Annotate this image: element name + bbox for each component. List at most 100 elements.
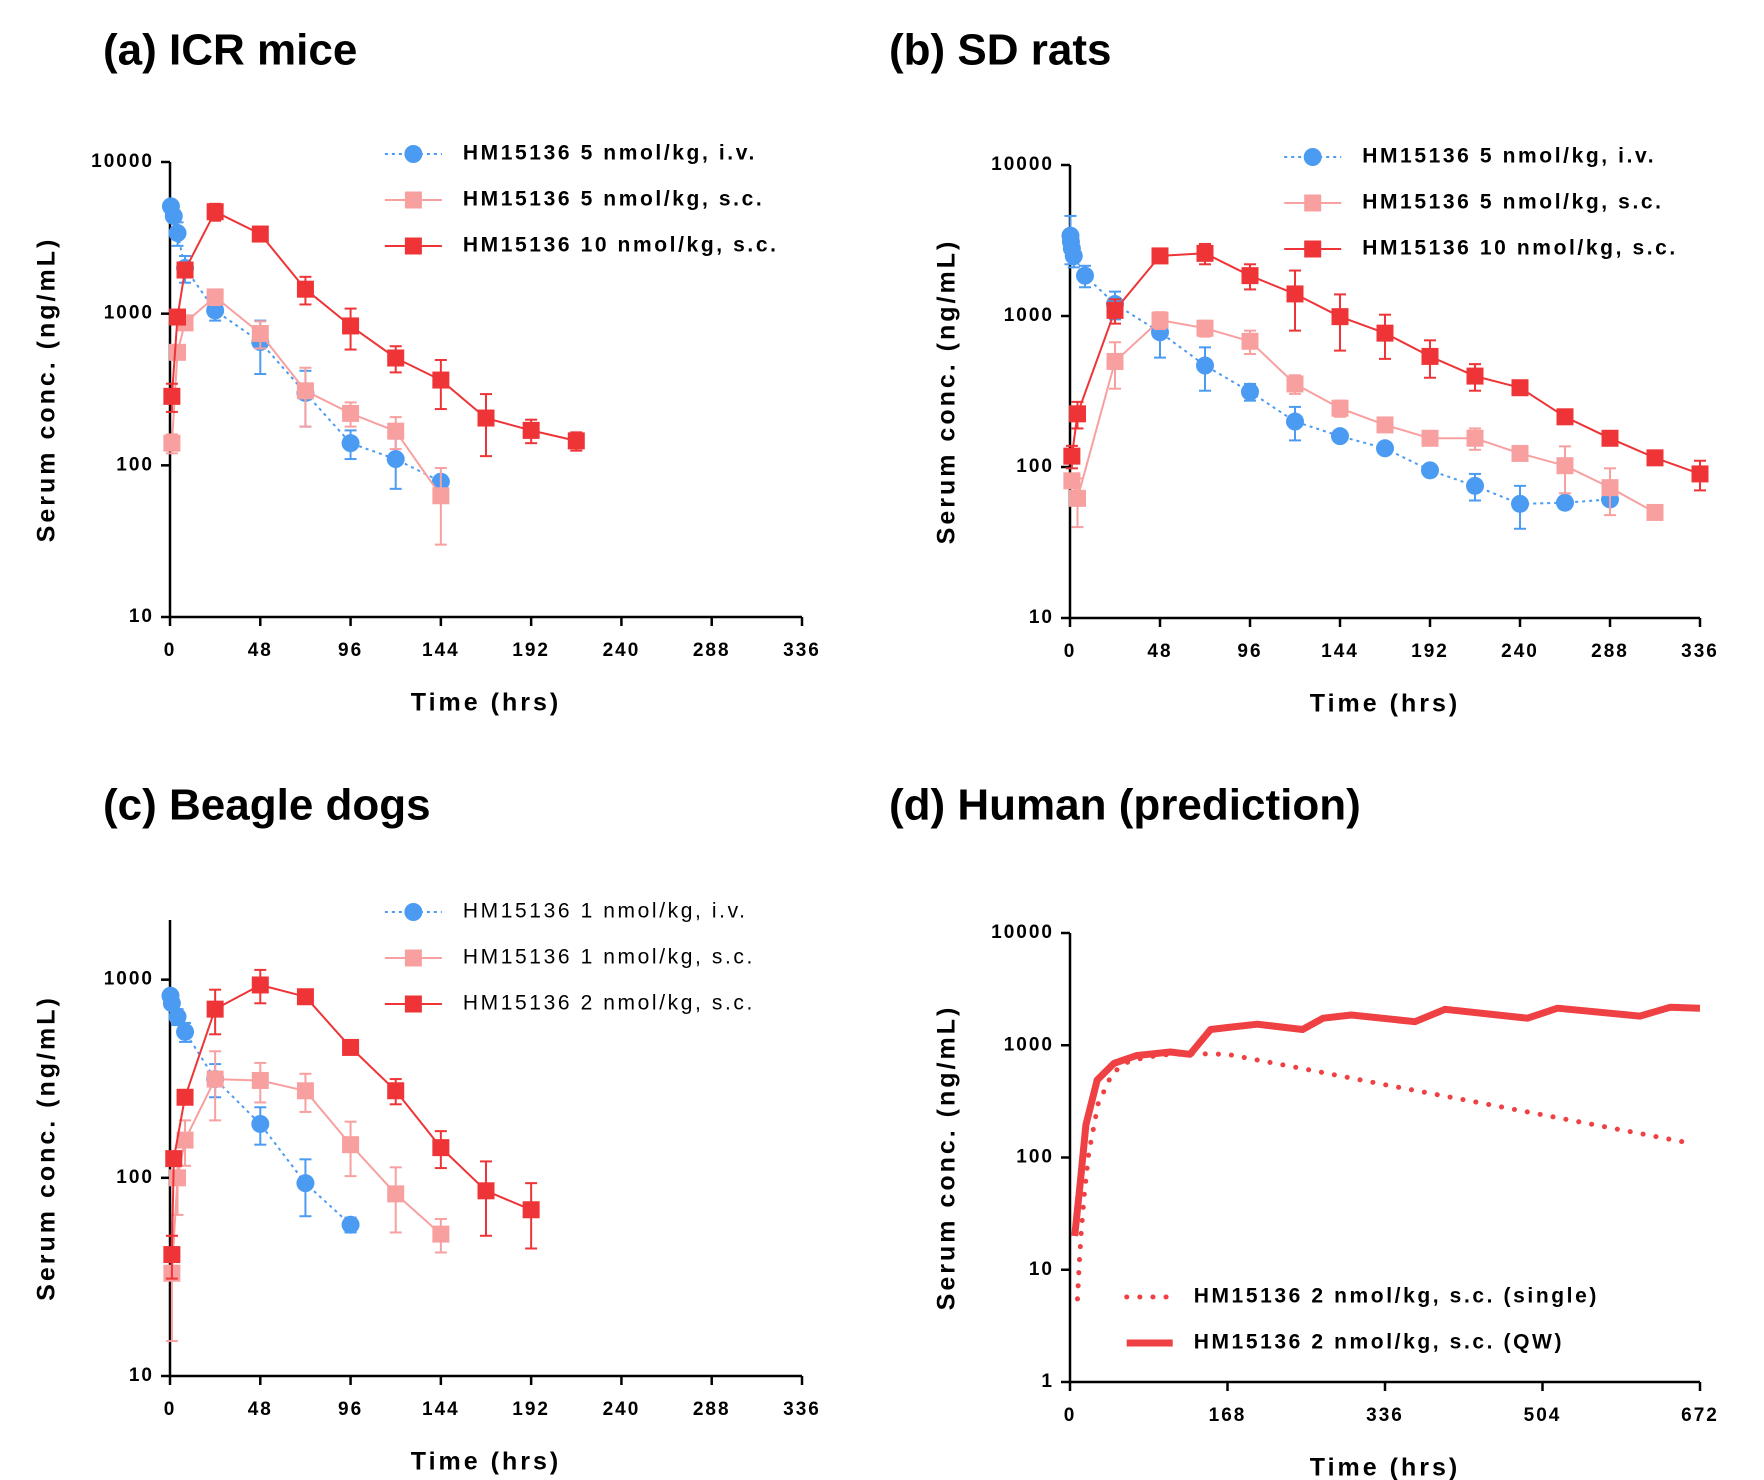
legend-label: HM15136 10 nmol/kg, s.c. <box>1362 237 1678 260</box>
marker <box>432 1225 450 1243</box>
marker <box>432 1139 450 1157</box>
marker <box>296 382 314 400</box>
y-tick-label: 1000 <box>104 969 154 990</box>
marker <box>386 450 405 469</box>
panel-title: (c) Beagle dogs <box>103 781 431 830</box>
marker <box>1646 449 1664 467</box>
x-tick-label: 192 <box>512 1399 550 1420</box>
marker <box>1421 429 1439 447</box>
marker <box>1646 503 1664 521</box>
y-tick-label: 10 <box>129 1365 154 1386</box>
x-tick-label: 168 <box>1209 1405 1247 1426</box>
legend-marker <box>1303 148 1322 166</box>
marker <box>1196 319 1214 337</box>
legend-marker <box>404 237 422 255</box>
marker <box>1196 244 1214 262</box>
marker <box>1069 405 1086 423</box>
marker <box>1331 399 1349 417</box>
x-tick-label: 240 <box>603 640 641 661</box>
marker <box>1063 447 1081 465</box>
legend-label: HM15136 2 nmol/kg, s.c. (QW) <box>1194 1331 1564 1354</box>
marker <box>1511 494 1529 513</box>
x-tick-label: 144 <box>1321 641 1359 662</box>
y-tick-label: 1 <box>1041 1371 1054 1392</box>
x-tick-label: 144 <box>422 1399 460 1420</box>
panel-title: (d) Human (prediction) <box>889 781 1361 830</box>
marker <box>1511 379 1529 397</box>
marker <box>296 988 314 1006</box>
marker <box>165 1150 183 1168</box>
series-line <box>1071 1003 1701 1237</box>
series-line <box>1069 235 1611 505</box>
marker <box>1151 247 1169 265</box>
marker <box>1151 311 1169 329</box>
marker <box>1466 367 1484 385</box>
panel: (d) Human (prediction) Serum conc. (ng/mL… <box>889 781 1717 1480</box>
marker <box>1691 465 1709 483</box>
y-tick-label: 10 <box>1029 1259 1054 1280</box>
y-tick-label: 10 <box>1029 607 1054 628</box>
x-tick-label: 96 <box>338 1399 363 1420</box>
legend-label: HM15136 5 nmol/kg, s.c. <box>1362 191 1663 214</box>
x-tick-label: 96 <box>338 640 363 661</box>
panel-title: (b) SD rats <box>889 26 1111 75</box>
marker <box>1601 429 1619 447</box>
marker <box>169 308 187 326</box>
marker <box>1556 457 1574 475</box>
marker <box>1376 439 1394 458</box>
x-tick-label: 48 <box>248 1399 273 1420</box>
marker <box>163 1246 181 1264</box>
marker <box>1106 301 1124 319</box>
legend-marker <box>1304 194 1322 212</box>
x-axis-label: Time (hrs) <box>1310 690 1460 718</box>
marker <box>176 1022 195 1041</box>
marker <box>251 324 269 342</box>
marker <box>1331 427 1349 446</box>
x-axis-label: Time (hrs) <box>411 689 561 717</box>
x-axis-label: Time (hrs) <box>411 1448 561 1476</box>
marker <box>1421 347 1439 365</box>
x-tick-label: 336 <box>1681 641 1719 662</box>
x-tick-label: 336 <box>783 640 821 661</box>
series-line <box>169 206 442 483</box>
marker <box>206 1000 224 1018</box>
marker <box>1241 332 1259 350</box>
y-tick-label: 100 <box>1016 1147 1054 1168</box>
x-tick-label: 48 <box>248 640 273 661</box>
marker <box>251 225 269 243</box>
marker <box>168 1007 187 1026</box>
panel-title: (a) ICR mice <box>103 26 357 75</box>
legend-marker <box>404 145 423 163</box>
marker <box>1511 444 1529 462</box>
marker <box>206 203 224 221</box>
marker <box>341 434 360 453</box>
marker <box>206 288 224 306</box>
legend-marker <box>404 903 423 921</box>
marker <box>251 1114 270 1133</box>
y-tick-label: 10000 <box>991 154 1054 175</box>
x-tick-label: 240 <box>603 1399 641 1420</box>
y-tick-label: 1000 <box>1004 305 1054 326</box>
marker <box>342 404 360 422</box>
marker <box>251 976 269 994</box>
y-tick-label: 10000 <box>991 922 1054 943</box>
legend-marker <box>404 995 422 1013</box>
marker <box>477 1182 495 1200</box>
marker <box>387 1185 405 1203</box>
marker <box>162 994 181 1013</box>
marker <box>1556 408 1574 426</box>
marker <box>164 207 183 226</box>
marker <box>1063 472 1081 490</box>
marker <box>387 349 405 367</box>
legend-label: HM15136 2 nmol/kg, s.c. (single) <box>1194 1285 1599 1308</box>
marker <box>1466 429 1484 447</box>
marker <box>1196 356 1214 375</box>
x-tick-label: 0 <box>164 640 177 661</box>
error-bar <box>434 467 447 546</box>
marker <box>1376 324 1394 342</box>
x-tick-label: 288 <box>693 640 731 661</box>
marker <box>163 434 181 452</box>
marker <box>477 409 495 427</box>
marker <box>387 422 405 440</box>
